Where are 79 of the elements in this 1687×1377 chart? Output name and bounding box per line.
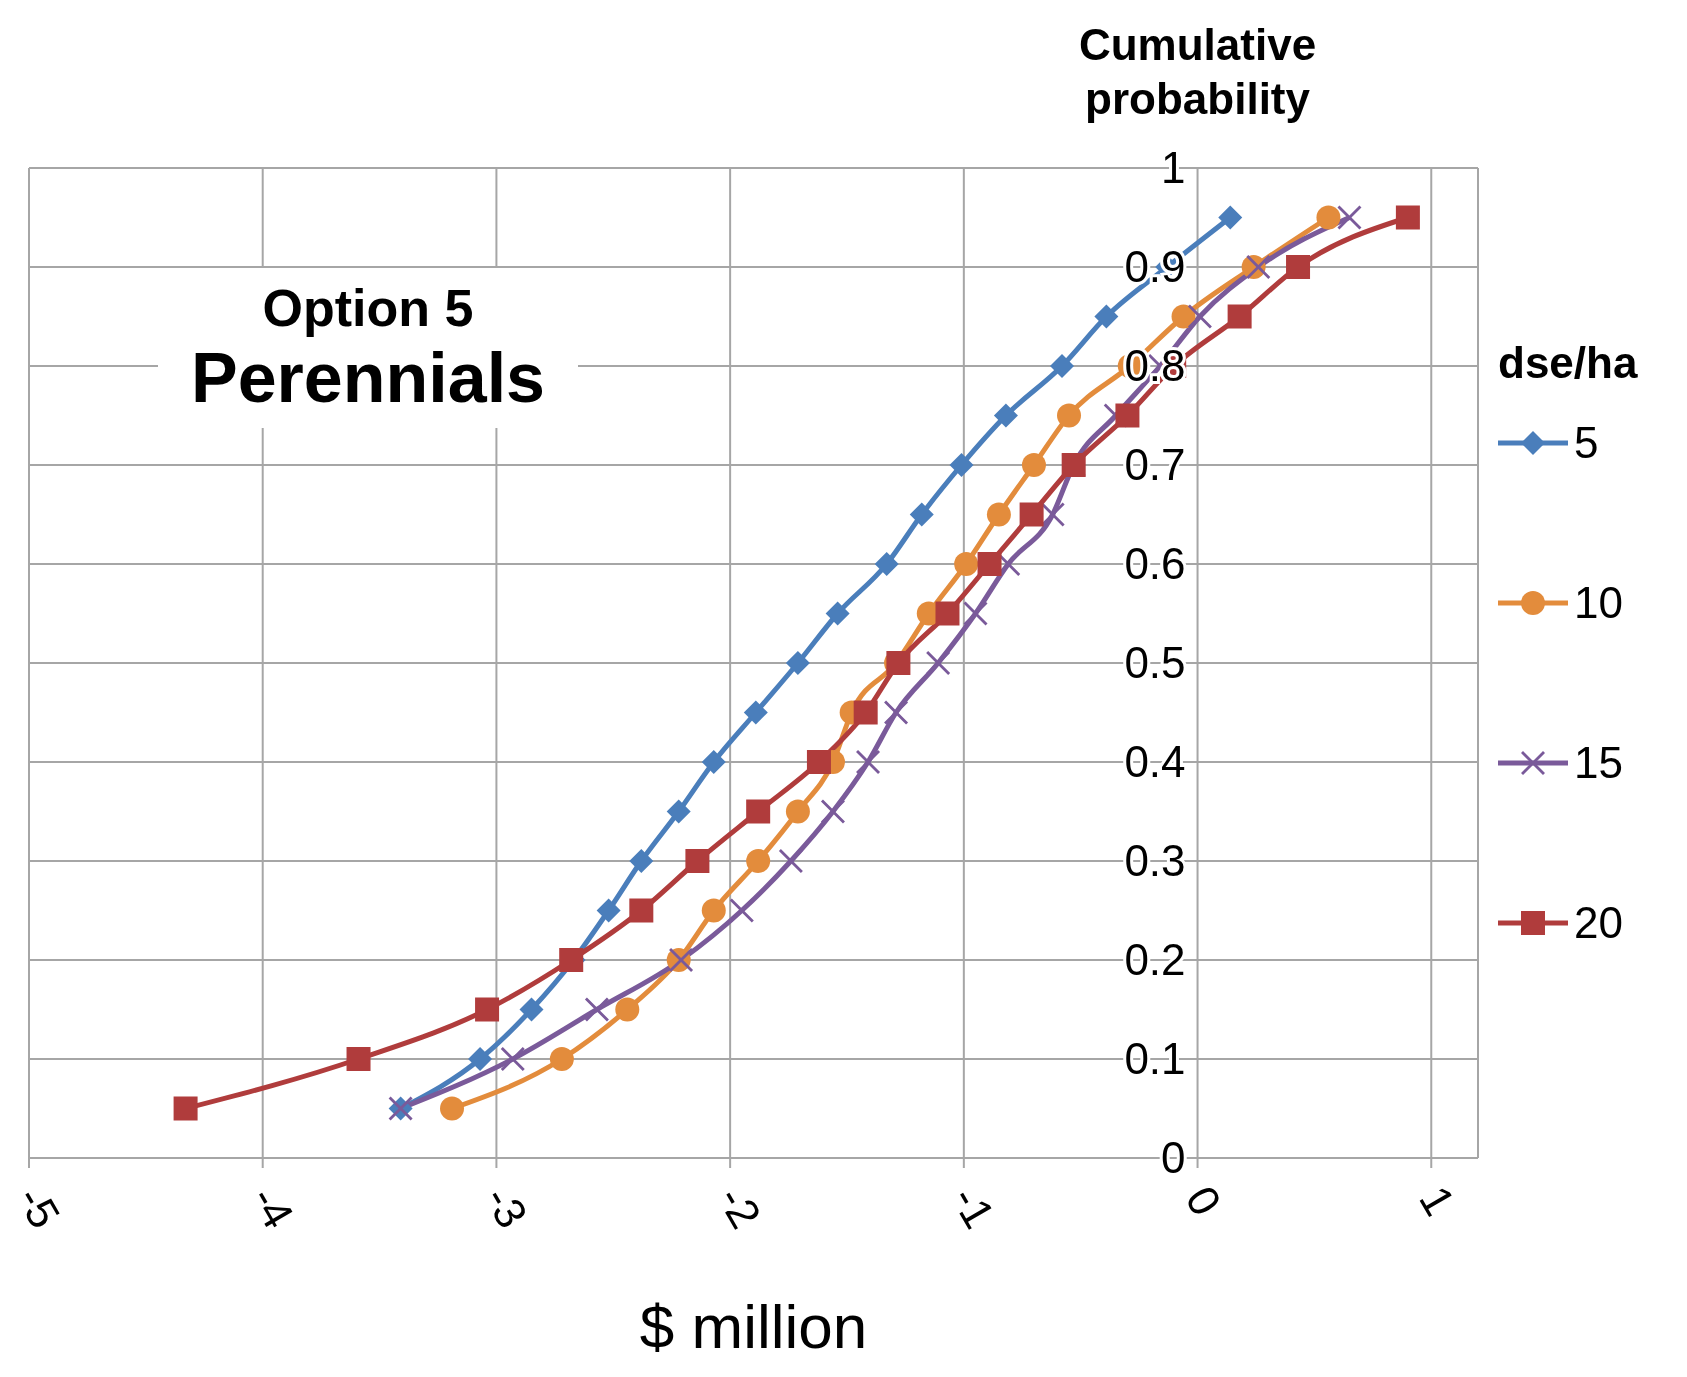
y-tick-label: 0.2 — [1124, 935, 1186, 985]
text: Option 5 — [261, 278, 475, 338]
point — [954, 552, 979, 576]
point — [963, 601, 988, 626]
point — [986, 502, 1011, 527]
point — [1337, 205, 1362, 230]
y-tick-label: 0 — [1161, 1133, 1186, 1183]
point — [729, 898, 754, 923]
point — [743, 700, 768, 725]
point — [701, 898, 726, 923]
point — [820, 799, 845, 824]
point — [785, 651, 810, 675]
x-axis-title: $ million — [639, 1292, 868, 1361]
point — [596, 898, 621, 923]
point — [701, 750, 726, 774]
point — [778, 849, 803, 873]
point — [1094, 304, 1119, 329]
y-tick-label: 0.3 — [1124, 836, 1186, 886]
point — [746, 799, 771, 824]
point — [629, 898, 654, 923]
x-tick-label: 1 — [1410, 1177, 1465, 1224]
point — [909, 502, 934, 527]
point — [926, 651, 951, 675]
legend-label: 10 — [1574, 578, 1623, 628]
point — [806, 750, 831, 774]
point — [1187, 304, 1212, 329]
y-tick-label: 0.5 — [1124, 638, 1186, 688]
x-tick-label: -4 — [241, 1177, 304, 1237]
point — [173, 1096, 198, 1121]
point — [949, 453, 974, 477]
point — [1286, 255, 1311, 279]
point — [468, 1047, 493, 1071]
legend-label: 5 — [1574, 418, 1599, 468]
point — [1316, 205, 1341, 230]
point — [874, 552, 899, 576]
point — [853, 700, 878, 725]
point — [584, 997, 609, 1022]
legend-title: dse/ha — [1498, 338, 1638, 388]
point — [475, 997, 500, 1022]
point — [785, 799, 810, 824]
x-tick-label: -2 — [709, 1177, 771, 1237]
point — [500, 1047, 525, 1071]
y-axis-title: Cumulative probability — [1077, 19, 1318, 125]
point — [1057, 403, 1082, 428]
point — [1115, 403, 1140, 428]
y-tick-label: 1 — [1161, 143, 1186, 193]
y-tick-label: 0.1 — [1124, 1034, 1186, 1084]
point — [977, 552, 1002, 576]
point — [1227, 304, 1252, 329]
point — [993, 403, 1018, 428]
point — [746, 849, 771, 873]
legend-label: 15 — [1574, 738, 1623, 788]
y-tick-label: 0.4 — [1124, 737, 1186, 787]
y-tick-label: 0.6 — [1124, 539, 1186, 589]
point — [1019, 502, 1044, 527]
point — [884, 700, 909, 725]
point — [685, 849, 710, 873]
point — [346, 1047, 371, 1071]
point — [1021, 453, 1046, 477]
x-tick-label: -5 — [7, 1177, 70, 1237]
x-tick-label: -3 — [475, 1177, 538, 1237]
text: Perennials — [189, 338, 547, 418]
point — [856, 750, 881, 774]
x-tick-label: -1 — [942, 1177, 1005, 1237]
point — [519, 997, 544, 1022]
point — [1050, 354, 1074, 378]
point — [615, 997, 640, 1022]
point — [935, 601, 960, 626]
point — [549, 1047, 574, 1071]
legend-label: 20 — [1574, 898, 1623, 948]
point — [629, 849, 654, 873]
y-tick-label: 0.7 — [1124, 440, 1186, 490]
point — [1246, 255, 1271, 279]
point — [825, 601, 850, 626]
point — [1395, 205, 1420, 230]
point — [1171, 304, 1196, 329]
point — [440, 1096, 465, 1121]
point — [666, 799, 691, 824]
point — [1218, 205, 1243, 230]
